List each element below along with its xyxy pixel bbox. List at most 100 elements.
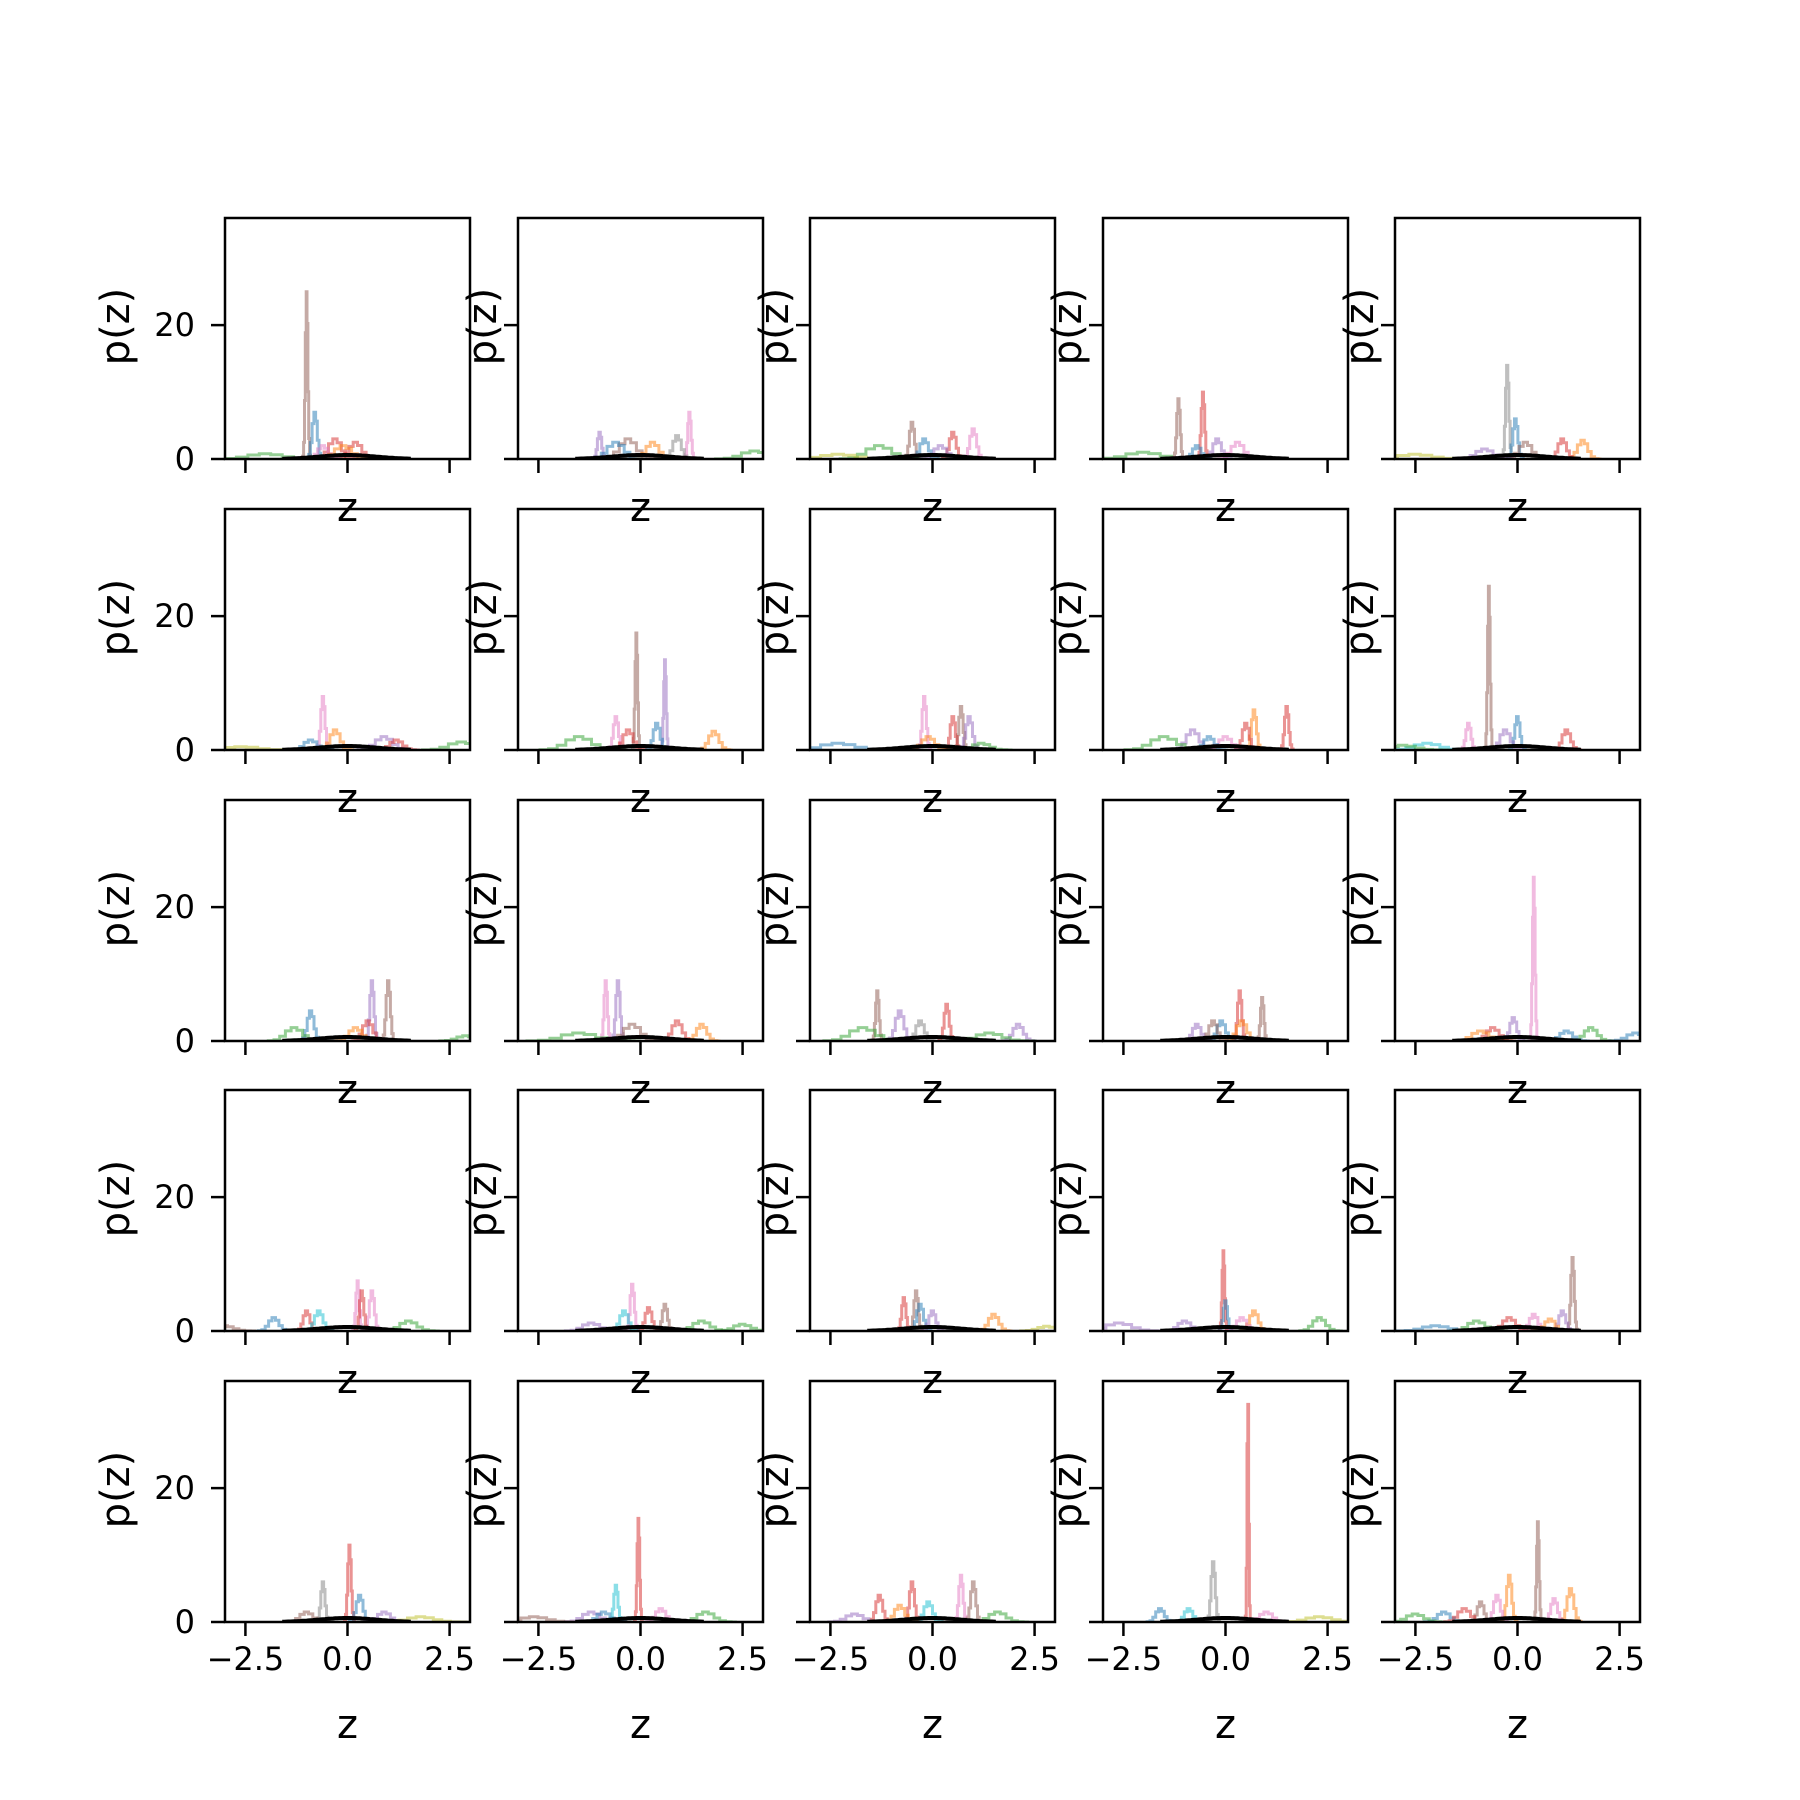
x-axis-label: z — [922, 1702, 943, 1748]
subplot-r4-c3: −2.5 0.0 2.5 z p(z) — [1045, 1379, 1353, 1748]
plot-area — [282, 1543, 468, 1622]
axes-frame — [223, 216, 472, 461]
subplot-r3-c1: zp(z) — [460, 1088, 765, 1403]
x-tick-label: 2.5 — [1302, 1640, 1353, 1678]
y-axis-label: p(z) — [93, 288, 139, 366]
y-tick-label: 20 — [154, 1178, 195, 1216]
plot-area — [1395, 1256, 1581, 1331]
plot-area — [1103, 1249, 1343, 1331]
x-axis-label: z — [337, 1702, 358, 1748]
plot-area — [1123, 705, 1295, 750]
x-tick-label: −2.5 — [1377, 1640, 1455, 1678]
subplot-r4-c0: 0 20 −2.5 0.0 2.5 z p(z) — [93, 1379, 475, 1748]
y-axis-label: p(z) — [1337, 579, 1383, 657]
plot-area — [1103, 390, 1289, 459]
subplot-r0-c4: zp(z) — [1337, 216, 1642, 531]
y-axis-label: p(z) — [1045, 579, 1091, 657]
y-axis-label: p(z) — [93, 1160, 139, 1238]
axes-frame — [1101, 1379, 1350, 1624]
y-axis-label: p(z) — [1045, 288, 1091, 366]
sample-curve — [1459, 721, 1478, 750]
y-tick-label: 0 — [175, 731, 195, 769]
x-tick-label: −2.5 — [1085, 1640, 1163, 1678]
plot-area — [1145, 1402, 1348, 1622]
axes-frame — [808, 798, 1057, 1043]
sample-curve — [342, 1543, 357, 1622]
y-tick-label: 0 — [175, 1022, 195, 1060]
sample-curve — [608, 1583, 624, 1622]
subplot-r1-c1: zp(z) — [460, 507, 765, 822]
axes-frame — [516, 507, 765, 752]
axes-frame — [516, 798, 765, 1043]
sample-curve — [599, 979, 613, 1041]
axes-frame — [516, 1088, 765, 1333]
sample-curve — [1255, 996, 1269, 1041]
x-tick-label: 0.0 — [1200, 1640, 1251, 1678]
axes-frame — [1101, 507, 1350, 752]
sample-curve — [964, 1580, 983, 1622]
axes-frame — [516, 216, 765, 461]
plot-area — [525, 979, 721, 1041]
axes-frame — [1393, 507, 1642, 752]
subplot-r1-c3: zp(z) — [1045, 507, 1350, 822]
axes-frame — [808, 507, 1057, 752]
sample-curve — [867, 1593, 892, 1622]
sample-curve — [1532, 1520, 1544, 1622]
plot-area — [810, 695, 1013, 750]
plot-area — [266, 979, 470, 1041]
y-axis-label: p(z) — [460, 288, 506, 366]
y-tick-label: 20 — [154, 306, 195, 344]
axes-frame — [1101, 798, 1350, 1043]
sample-curve — [1171, 397, 1186, 459]
axes-frame — [223, 798, 472, 1043]
sample-curve — [895, 1296, 912, 1331]
plot-area — [1395, 363, 1602, 459]
subplot-r3-c4: zp(z) — [1337, 1088, 1642, 1403]
plot-area — [822, 989, 1037, 1041]
sample-curve — [380, 979, 397, 1041]
y-axis-label: p(z) — [1045, 1451, 1091, 1529]
axes-frame — [223, 507, 472, 752]
x-tick-label: −2.5 — [500, 1640, 578, 1678]
subplot-r0-c2: zp(z) — [752, 216, 1057, 531]
y-axis-label: p(z) — [1337, 288, 1383, 366]
x-tick-label: 2.5 — [424, 1640, 475, 1678]
y-tick-label: 0 — [175, 1312, 195, 1350]
x-tick-label: 2.5 — [1594, 1640, 1645, 1678]
plot-area — [810, 420, 996, 459]
sample-curve — [696, 729, 733, 750]
x-tick-label: 2.5 — [717, 1640, 768, 1678]
subplot-r1-c4: zp(z) — [1337, 507, 1642, 822]
y-axis-label: p(z) — [1337, 1160, 1383, 1238]
y-tick-label: 20 — [154, 597, 195, 635]
plot-area — [827, 1573, 1029, 1622]
axes-frame — [1393, 798, 1642, 1043]
plot-area — [867, 1289, 1055, 1331]
plot-area — [1452, 875, 1640, 1041]
subplot-r4-c1: −2.5 0.0 2.5 z p(z) — [460, 1379, 768, 1748]
y-axis-label: p(z) — [1337, 1451, 1383, 1529]
y-axis-label: p(z) — [1045, 1160, 1091, 1238]
subplot-r0-c3: zp(z) — [1045, 216, 1350, 531]
subplot-r2-c2: zp(z) — [752, 798, 1057, 1113]
plot-area — [518, 1516, 737, 1622]
axes-frame — [1393, 1088, 1642, 1333]
plot-area — [225, 1279, 440, 1331]
y-axis-label: p(z) — [752, 870, 798, 948]
subplot-r3-c2: zp(z) — [752, 1088, 1057, 1403]
plot-area — [575, 410, 763, 459]
subplot-r4-c2: −2.5 0.0 2.5 z p(z) — [752, 1379, 1060, 1748]
axes-frame — [1393, 1379, 1642, 1624]
x-axis-label: z — [1215, 1702, 1236, 1748]
plot-area — [225, 695, 470, 750]
plot-area — [1395, 584, 1583, 750]
sample-curve — [1243, 1402, 1254, 1622]
y-axis-label: p(z) — [93, 579, 139, 657]
x-axis-label: z — [1507, 1702, 1528, 1748]
x-tick-label: −2.5 — [792, 1640, 870, 1678]
y-axis-label: p(z) — [460, 870, 506, 948]
y-axis-label: p(z) — [1045, 870, 1091, 948]
